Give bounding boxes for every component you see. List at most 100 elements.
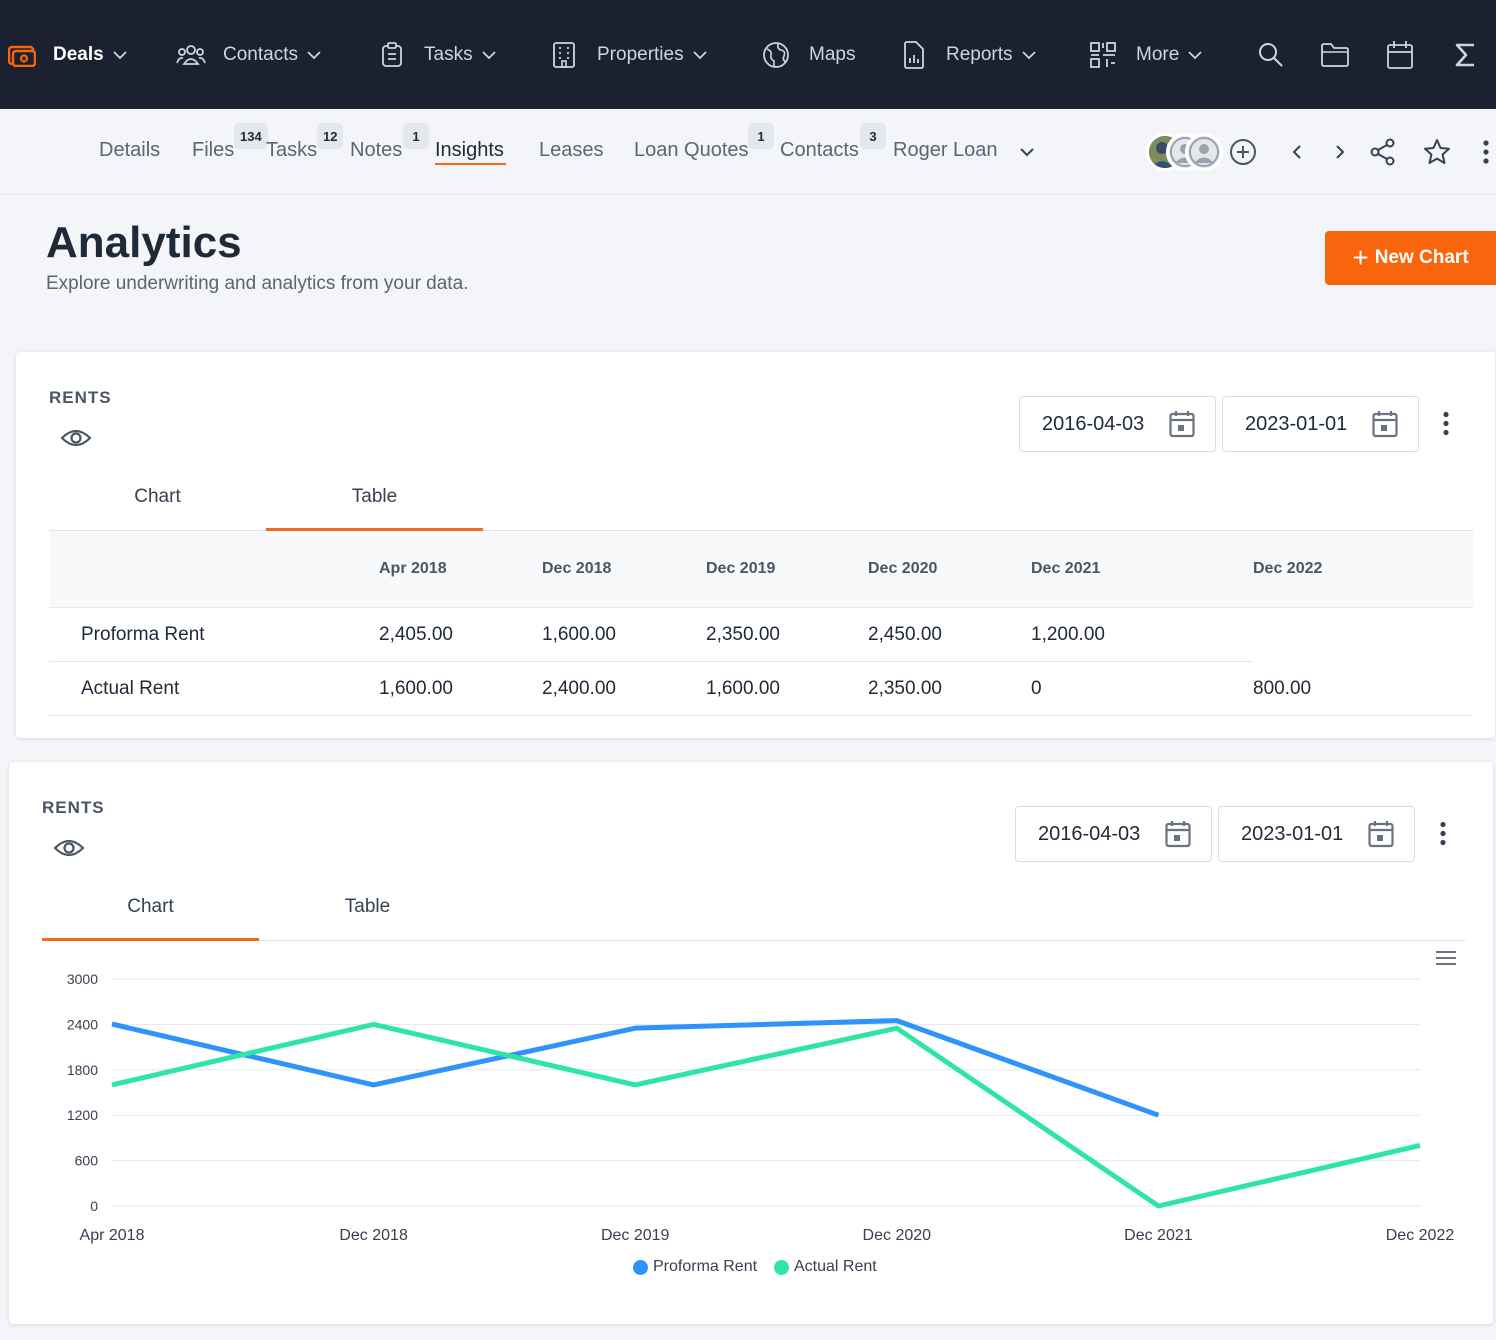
y-tick-label: 3000 — [67, 971, 98, 987]
chart-menu-icon[interactable] — [1435, 950, 1457, 966]
page-subtitle: Explore underwriting and analytics from … — [46, 273, 469, 294]
tab-chart[interactable]: Chart — [134, 486, 181, 507]
favorite-button[interactable] — [1421, 136, 1453, 168]
legend-swatch — [774, 1259, 789, 1275]
nav-label: Reports — [946, 44, 1013, 65]
search-button[interactable] — [1254, 38, 1288, 72]
x-tick-label: Dec 2019 — [601, 1227, 670, 1244]
nav-label: Maps — [809, 44, 856, 65]
star-icon — [1424, 139, 1450, 164]
x-tick-label: Dec 2021 — [1124, 1227, 1193, 1244]
column-header: Dec 2022 — [1253, 560, 1323, 577]
nav-more[interactable]: More — [1090, 38, 1203, 72]
tab-divider — [42, 940, 1466, 941]
tab-table[interactable]: Table — [351, 486, 398, 507]
sigma-icon — [1455, 43, 1474, 67]
y-tick-label: 2400 — [67, 1016, 98, 1032]
nav-tasks[interactable]: Tasks — [381, 38, 497, 72]
tabs-overflow-button[interactable] — [1011, 136, 1043, 168]
table-cell: 1,600.00 — [706, 678, 780, 699]
contacts-icon — [176, 45, 206, 65]
folder-button[interactable] — [1318, 38, 1352, 72]
end-date-value: 2023-01-01 — [1241, 822, 1344, 845]
legend-item-actual-rent[interactable]: Actual Rent — [774, 1258, 877, 1276]
table-cell: 2,400.00 — [542, 678, 616, 699]
plus-circle-icon — [1230, 139, 1256, 165]
calendar-button[interactable] — [1383, 38, 1417, 72]
loan-quotes-count-badge: 1 — [748, 123, 774, 149]
start-date-value: 2016-04-03 — [1038, 822, 1141, 845]
nav-properties[interactable]: Properties — [552, 38, 708, 72]
calendar-icon — [1387, 41, 1413, 69]
tab-loan-quotes[interactable]: Loan Quotes — [634, 139, 749, 161]
start-date-input[interactable]: 2016-04-03 — [1015, 806, 1212, 862]
start-date-input[interactable]: 2016-04-03 — [1019, 396, 1216, 452]
previous-record-button[interactable] — [1281, 136, 1313, 168]
y-tick-label: 600 — [75, 1153, 99, 1169]
page-title: Analytics — [46, 218, 242, 267]
legend-item-proforma-rent[interactable]: Proforma Rent — [633, 1258, 757, 1276]
chevron-down-icon — [692, 51, 707, 60]
record-tabs-bar: Details Files 134 Tasks 12 Notes 1 Insig… — [0, 109, 1496, 195]
active-tab-indicator — [435, 163, 506, 165]
record-menu-button[interactable] — [1476, 136, 1496, 168]
x-tick-label: Dec 2018 — [339, 1227, 408, 1244]
chevron-down-icon — [1021, 51, 1036, 60]
tab-notes[interactable]: Notes — [350, 139, 403, 161]
tab-roger-loan[interactable]: Roger Loan — [893, 139, 998, 161]
nav-label: More — [1136, 44, 1180, 65]
legend-label: Proforma Rent — [653, 1258, 758, 1275]
nav-deals[interactable]: Deals — [8, 38, 128, 72]
tab-leases[interactable]: Leases — [539, 139, 604, 161]
tab-table[interactable]: Table — [344, 896, 391, 917]
tab-contacts[interactable]: Contacts — [780, 139, 859, 161]
nav-label: Tasks — [424, 44, 473, 65]
next-record-button[interactable] — [1324, 136, 1356, 168]
row-label-actual-rent: Actual Rent — [81, 678, 180, 699]
active-tab-indicator — [42, 938, 259, 941]
add-member-button[interactable] — [1227, 136, 1259, 168]
table-header-row — [49, 531, 1473, 607]
tab-details[interactable]: Details — [99, 139, 161, 161]
files-count-badge: 134 — [234, 123, 268, 149]
kebab-menu-icon[interactable] — [1440, 411, 1452, 437]
contacts-count-badge: 3 — [860, 123, 886, 149]
nav-maps[interactable]: Maps — [762, 38, 855, 72]
end-date-input[interactable]: 2023-01-01 — [1222, 396, 1419, 452]
folder-icon — [1321, 43, 1349, 67]
user-icon — [1189, 137, 1219, 167]
nav-reports[interactable]: Reports — [903, 38, 1037, 72]
building-icon — [553, 42, 575, 68]
legend-swatch — [633, 1259, 648, 1275]
table-cell: 2,350.00 — [868, 678, 942, 699]
x-tick-label: Apr 2018 — [80, 1227, 145, 1244]
kebab-menu-icon[interactable] — [1437, 821, 1449, 847]
table-cell: 0 — [1031, 678, 1042, 699]
tab-insights[interactable]: Insights — [435, 139, 504, 161]
sum-button[interactable] — [1448, 38, 1482, 72]
calendar-icon[interactable] — [1372, 410, 1398, 438]
calendar-icon[interactable] — [1165, 820, 1191, 848]
nav-contacts[interactable]: Contacts — [176, 38, 322, 72]
tab-chart[interactable]: Chart — [127, 896, 174, 917]
new-chart-button[interactable]: + New Chart — [1325, 231, 1496, 285]
end-date-input[interactable]: 2023-01-01 — [1218, 806, 1415, 862]
card-title: RENTS — [49, 388, 112, 407]
eye-icon[interactable] — [60, 427, 92, 449]
share-button[interactable] — [1367, 136, 1399, 168]
share-icon — [1370, 138, 1395, 166]
column-header: Dec 2019 — [706, 560, 776, 577]
tab-tasks[interactable]: Tasks — [266, 139, 318, 161]
chevron-right-icon — [1336, 145, 1345, 159]
nav-label: Properties — [597, 44, 684, 65]
chevron-down-icon — [307, 51, 321, 60]
nav-label: Contacts — [223, 44, 298, 65]
calendar-icon[interactable] — [1368, 820, 1394, 848]
table-cell: 2,350.00 — [706, 624, 780, 645]
tab-files[interactable]: Files — [192, 139, 235, 161]
eye-icon[interactable] — [53, 837, 85, 859]
calendar-icon[interactable] — [1169, 410, 1195, 438]
avatar[interactable] — [1185, 133, 1223, 171]
nav-label: Deals — [53, 44, 104, 65]
kebab-menu-icon — [1483, 140, 1489, 164]
